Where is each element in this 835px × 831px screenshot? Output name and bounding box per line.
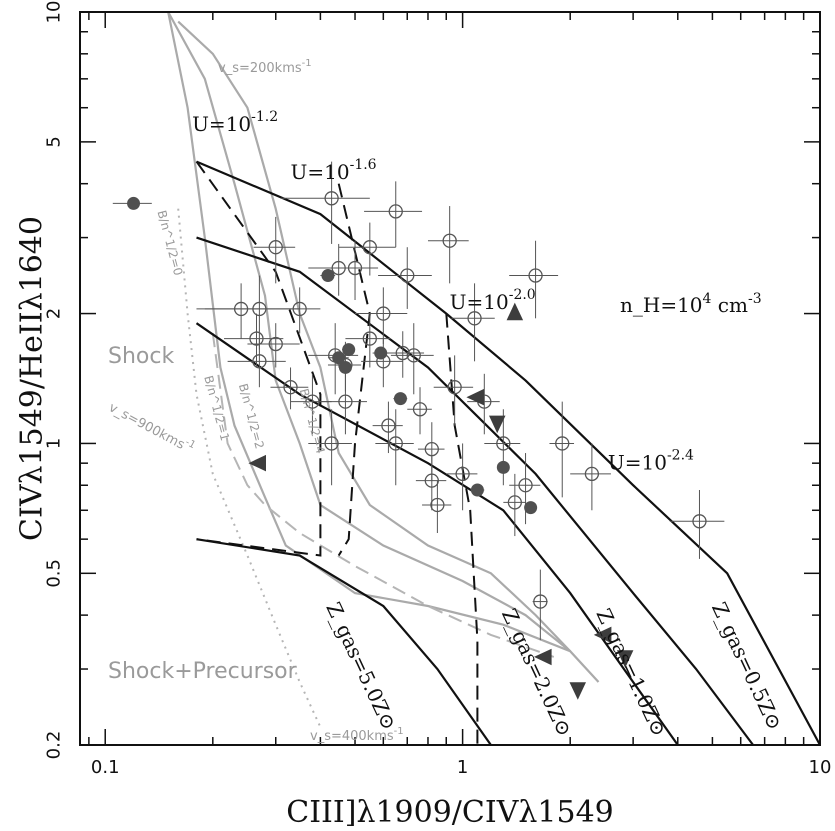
filled-point-3 <box>338 360 352 374</box>
y-tick-label-3: 2 <box>44 308 65 319</box>
field-label-0: B/n^1/2=0 <box>155 209 186 277</box>
limit-triangle-7 <box>616 650 634 668</box>
limit-triangle-4 <box>534 648 552 666</box>
x-tick-label-1: 1 <box>457 757 468 778</box>
precursor-track-0 <box>211 333 555 658</box>
filled-point-7 <box>470 483 484 497</box>
limit-triangle-0 <box>506 302 524 321</box>
filled-point-1 <box>321 269 335 283</box>
field-label-1: B/n^1/2=1 <box>201 374 232 442</box>
y-tick-label-0: 0.2 <box>44 731 65 760</box>
filled-point-5 <box>374 346 388 360</box>
open-point-26 <box>412 402 428 417</box>
velocity-400-label: v_s=400kms-1 <box>310 726 404 744</box>
precursor-track-1 <box>177 208 322 728</box>
open-point-20 <box>376 306 391 321</box>
y-tick-label-2: 1 <box>44 438 65 449</box>
x-axis-title: CIII]λ1909/CIVλ1549 <box>286 795 614 830</box>
ionization-label-0: U=10-1.2 <box>192 109 278 136</box>
open-point-16 <box>324 436 339 451</box>
data-points-layer <box>112 161 725 700</box>
open-point-6 <box>283 380 298 395</box>
shock-label: Shock <box>108 344 174 369</box>
open-point-4 <box>252 354 267 369</box>
open-point-21 <box>388 436 403 451</box>
open-point-9 <box>324 191 339 206</box>
open-point-39 <box>533 594 548 609</box>
metallicity-label-3: Z_gas=0.5Z⊙ <box>707 598 787 733</box>
open-point-13 <box>362 240 377 255</box>
plot-frame <box>79 11 821 746</box>
open-point-8 <box>305 394 320 409</box>
open-point-37 <box>518 478 533 493</box>
shock-precursor-label: Shock+Precursor <box>108 659 298 684</box>
open-point-40 <box>555 436 570 451</box>
x-tick-label-2: 10 <box>809 757 832 778</box>
limit-triangle-5 <box>569 682 586 700</box>
model-grid-layer <box>167 11 821 746</box>
open-point-0 <box>268 240 283 255</box>
limit-triangle-3 <box>248 454 266 472</box>
open-point-5 <box>268 336 283 352</box>
limit-triangle-2 <box>489 415 506 434</box>
density-label: n_H=104 cm-3 <box>620 291 762 317</box>
ionization-label-3: U=10-2.4 <box>608 448 694 475</box>
metallicity-track-1 <box>337 183 371 557</box>
ionization-track-1 <box>196 236 754 746</box>
ionization-label-2: U=10-2.0 <box>450 287 536 314</box>
metallicity-label-0: Z_gas=5.0Z⊙ <box>321 598 401 733</box>
open-point-12 <box>347 260 363 276</box>
axes-frame-layer <box>79 11 821 746</box>
open-point-3 <box>249 331 264 346</box>
filled-point-2 <box>332 351 346 365</box>
open-point-24 <box>400 268 415 283</box>
shock-track-1 <box>167 11 571 653</box>
open-point-25 <box>406 348 421 363</box>
open-point-2 <box>252 301 267 317</box>
ionization-track-2 <box>195 322 679 746</box>
open-point-38 <box>528 268 543 283</box>
open-point-7 <box>292 301 307 317</box>
filled-point-9 <box>524 501 538 515</box>
open-point-22 <box>381 418 396 433</box>
ionization-track-3 <box>196 538 492 746</box>
filled-point-4 <box>342 343 356 357</box>
y-tick-label-5: 10 <box>44 1 65 24</box>
open-point-15 <box>338 394 353 409</box>
filled-point-8 <box>496 460 510 474</box>
open-point-41 <box>584 466 600 482</box>
open-point-29 <box>430 497 445 513</box>
open-point-33 <box>467 311 482 326</box>
ionization-label-1: U=10-1.6 <box>291 157 377 184</box>
filled-point-6 <box>393 392 407 406</box>
open-point-42 <box>692 514 707 529</box>
shock-track-0 <box>167 11 600 683</box>
open-point-32 <box>455 466 470 482</box>
open-point-23 <box>395 345 410 361</box>
velocity-200-label: v_s=200kms-1 <box>218 58 312 76</box>
open-point-36 <box>507 495 522 510</box>
metallicity-track-0 <box>195 161 322 557</box>
open-point-31 <box>447 380 462 395</box>
ionization-track-0 <box>196 160 821 746</box>
limit-triangle-1 <box>466 388 484 406</box>
y-tick-label-1: 0.5 <box>44 559 65 588</box>
filled-point-0 <box>127 196 141 210</box>
open-point-28 <box>424 473 439 488</box>
open-point-30 <box>442 233 457 248</box>
x-tick-label-0: 0.1 <box>91 757 120 778</box>
metallicity-track-2 <box>445 313 479 745</box>
open-point-18 <box>362 331 377 346</box>
velocity-900-label: v_s=900kms-1 <box>106 398 197 458</box>
limit-triangle-6 <box>593 626 612 644</box>
open-point-14 <box>388 204 403 219</box>
y-axis-title: CIVλ1549/HeIIλ1640 <box>15 216 50 541</box>
open-point-35 <box>496 436 511 451</box>
y-tick-label-4: 5 <box>44 136 65 147</box>
